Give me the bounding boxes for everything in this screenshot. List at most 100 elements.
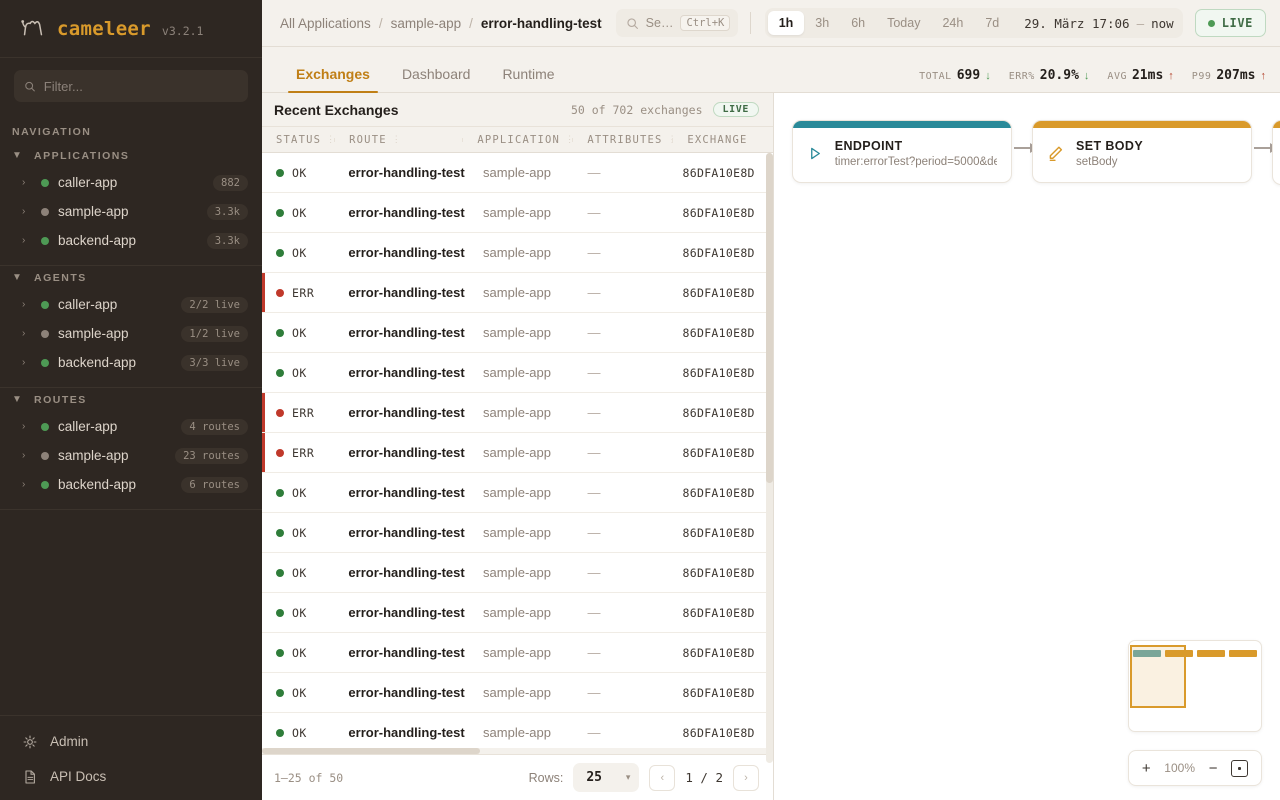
- cell-status: ERR: [262, 446, 334, 460]
- column-header-status[interactable]: STATUS ⋮: [262, 133, 336, 146]
- tab-dashboard[interactable]: Dashboard: [401, 66, 471, 82]
- time-range-6h[interactable]: 6h: [851, 16, 866, 30]
- time-range-3h[interactable]: 3h: [815, 16, 830, 30]
- column-header-status-label: STATUS: [276, 133, 322, 146]
- status-dot-icon: [276, 448, 284, 457]
- cell-attributes: —: [574, 205, 669, 220]
- column-header-exchange[interactable]: EXCHANGE: [673, 134, 773, 146]
- cell-attributes: —: [574, 725, 669, 740]
- sidebar-item-routes-backend-app[interactable]: › backend-app 6 routes: [0, 470, 262, 499]
- time-range-1h[interactable]: 1h: [767, 11, 805, 35]
- cell-exchange: 86DFA10E8D: [669, 446, 773, 460]
- sidebar-item-agents-caller-app[interactable]: › caller-app 2/2 live: [0, 290, 262, 319]
- next-page-button[interactable]: ›: [733, 764, 759, 791]
- table-row[interactable]: OK error-handling-test sample-app — 86DFA10E…: [262, 673, 773, 713]
- application-label: sample-app: [483, 205, 551, 220]
- column-header-route[interactable]: ROUTE ⋮: [335, 133, 464, 146]
- sidebar-group-toggle-routes[interactable]: ▼ ROUTES: [0, 388, 262, 412]
- topbar-divider: [750, 12, 752, 34]
- table-row[interactable]: OK error-handling-test sample-app — 86DFA10E…: [262, 473, 773, 513]
- sidebar-item-applications-backend-app[interactable]: › backend-app 3.3k: [0, 226, 262, 255]
- sidebar-group-toggle-applications[interactable]: ▼ APPLICATIONS: [0, 144, 262, 168]
- time-range-7d[interactable]: 7d: [985, 16, 1000, 30]
- graph-node-next[interactable]: [1272, 120, 1280, 185]
- rows-per-page-select[interactable]: 25 ▾: [573, 763, 640, 792]
- sidebar-item-routes-sample-app[interactable]: › sample-app 23 routes: [0, 441, 262, 470]
- tab-exchanges[interactable]: Exchanges: [280, 66, 386, 93]
- scrollbar-thumb[interactable]: [766, 153, 773, 483]
- table-row[interactable]: ERR error-handling-test sample-app — 86DFA10…: [262, 433, 773, 473]
- scrollbar-thumb[interactable]: [262, 748, 480, 754]
- time-range-24h[interactable]: 24h: [942, 16, 964, 30]
- route-graph[interactable]: ENDPOINT timer:errorTest?period=5000&del…: [774, 93, 1280, 800]
- cell-status: OK: [262, 366, 334, 380]
- attributes-label: —: [587, 285, 601, 300]
- table-row[interactable]: OK error-handling-test sample-app — 86DFA10E…: [262, 193, 773, 233]
- graph-node-set-body[interactable]: SET BODY setBody: [1032, 120, 1252, 183]
- status-dot-icon: [41, 329, 49, 338]
- filter-input[interactable]: [43, 78, 238, 94]
- cell-attributes: —: [574, 165, 669, 180]
- cell-exchange: 86DFA10E8D: [669, 726, 773, 740]
- time-range-today[interactable]: Today: [887, 16, 921, 30]
- sidebar-item-applications-sample-app[interactable]: › sample-app 3.3k: [0, 197, 262, 226]
- cell-application: sample-app: [469, 285, 573, 300]
- cell-exchange: 86DFA10E8D: [669, 406, 773, 420]
- status-label: OK: [292, 485, 307, 500]
- graph-node-endpoint[interactable]: ENDPOINT timer:errorTest?period=5000&del…: [792, 120, 1012, 183]
- navigation-label: NAVIGATION: [0, 112, 262, 144]
- zoom-out-button[interactable]: −: [1208, 759, 1218, 777]
- table-row[interactable]: OK error-handling-test sample-app — 86DFA10E…: [262, 713, 773, 753]
- global-search[interactable]: Se… Ctrl+K: [615, 9, 739, 37]
- table-horizontal-scrollbar[interactable]: [262, 748, 766, 754]
- chevron-down-icon: ▼: [12, 394, 22, 405]
- breadcrumb-parent[interactable]: sample-app: [390, 15, 462, 31]
- table-row[interactable]: OK error-handling-test sample-app — 86DFA10E…: [262, 233, 773, 273]
- tab-runtime[interactable]: Runtime: [502, 66, 555, 82]
- table-row[interactable]: OK error-handling-test sample-app — 86DFA10E…: [262, 313, 773, 353]
- pagination-controls: Rows: 25 ▾ ‹ 1 / 2 ›: [529, 763, 759, 792]
- cell-route: error-handling-test: [334, 605, 469, 620]
- chevron-right-icon: ›: [22, 235, 26, 246]
- sidebar-group-toggle-agents[interactable]: ▼ AGENTS: [0, 266, 262, 290]
- column-header-route-label: ROUTE: [349, 133, 387, 146]
- table-row[interactable]: OK error-handling-test sample-app — 86DFA10E…: [262, 353, 773, 393]
- sidebar-item-applications-caller-app[interactable]: › caller-app 882: [0, 168, 262, 197]
- sidebar-item-api-docs[interactable]: API Docs: [0, 759, 262, 794]
- status-badge: 3.3k: [206, 232, 248, 249]
- prev-page-button[interactable]: ‹: [649, 764, 676, 791]
- fit-view-button[interactable]: [1231, 759, 1249, 777]
- status-label: OK: [292, 245, 307, 260]
- column-header-application[interactable]: APPLICATION ⋮: [463, 134, 574, 146]
- sidebar-item-routes-caller-app[interactable]: › caller-app 4 routes: [0, 412, 262, 441]
- minimap-viewport[interactable]: [1130, 645, 1186, 708]
- sidebar-item-agents-backend-app[interactable]: › backend-app 3/3 live: [0, 348, 262, 377]
- time-range-display[interactable]: 29. März 17:06 — now: [1010, 16, 1179, 31]
- graph-minimap[interactable]: [1128, 640, 1262, 732]
- table-vertical-scrollbar[interactable]: [766, 153, 773, 763]
- cell-exchange: 86DFA10E8D: [669, 646, 773, 660]
- table-row[interactable]: ERR error-handling-test sample-app — 86DFA10…: [262, 273, 773, 313]
- application-label: sample-app: [483, 485, 551, 500]
- status-badge: 4 routes: [181, 418, 248, 435]
- chevron-right-icon: ›: [22, 177, 26, 188]
- exchanges-live-badge: LIVE: [712, 102, 759, 117]
- table-row[interactable]: OK error-handling-test sample-app — 86DFA10E…: [262, 633, 773, 673]
- table-row[interactable]: OK error-handling-test sample-app — 86DFA10E…: [262, 553, 773, 593]
- exchange-id: 86DFA10E8D: [682, 645, 755, 660]
- route-label: error-handling-test: [348, 485, 465, 500]
- sidebar-item-admin[interactable]: Admin: [0, 724, 262, 759]
- column-header-attributes-label: ATTRIBUTES: [587, 133, 663, 146]
- sidebar-filter[interactable]: [14, 70, 248, 102]
- table-row[interactable]: ERR error-handling-test sample-app — 86DFA10…: [262, 393, 773, 433]
- table-row[interactable]: OK error-handling-test sample-app — 86DFA10E…: [262, 593, 773, 633]
- column-header-attributes[interactable]: ATTRIBUTES ⋮: [573, 133, 676, 146]
- sidebar-item-agents-sample-app[interactable]: › sample-app 1/2 live: [0, 319, 262, 348]
- status-label: OK: [292, 605, 307, 620]
- live-toggle[interactable]: LIVE: [1194, 9, 1266, 37]
- zoom-in-button[interactable]: +: [1141, 759, 1151, 777]
- breadcrumb-root[interactable]: All Applications: [280, 15, 371, 31]
- table-row[interactable]: OK error-handling-test sample-app — 86DFA10E…: [262, 513, 773, 553]
- brand[interactable]: cameleer v3.2.1: [0, 0, 262, 57]
- table-row[interactable]: OK error-handling-test sample-app — 86DFA10E…: [262, 153, 773, 193]
